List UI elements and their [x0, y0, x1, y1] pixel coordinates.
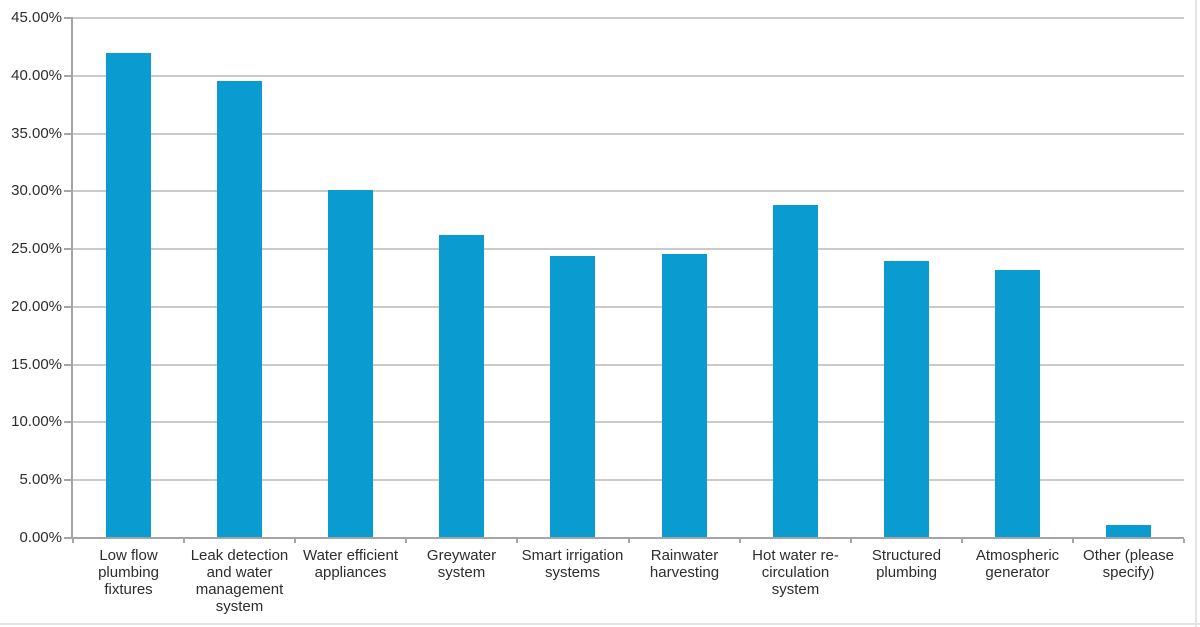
y-gridline — [73, 17, 1184, 19]
y-axis-tick — [64, 537, 71, 539]
y-axis-label: 25.00% — [11, 240, 62, 258]
x-axis-tick — [72, 539, 74, 543]
x-axis-tick — [1183, 539, 1185, 543]
y-gridline — [73, 190, 1184, 193]
y-axis-label: 20.00% — [11, 297, 62, 315]
y-axis-tick — [64, 305, 71, 308]
x-axis-tick — [850, 539, 852, 543]
x-axis-tick — [294, 539, 296, 543]
y-axis-tick — [64, 74, 71, 77]
bar — [1106, 525, 1151, 537]
bar — [662, 254, 707, 537]
y-axis-label: 10.00% — [11, 413, 62, 431]
y-gridline — [73, 74, 1184, 77]
x-axis-tick — [516, 539, 518, 543]
x-axis-label: Rainwater harvesting — [649, 547, 720, 581]
y-axis-label: 15.00% — [11, 355, 62, 373]
y-axis-label: 40.00% — [11, 66, 62, 84]
y-axis-tick — [64, 248, 71, 251]
x-axis-line — [71, 537, 1184, 539]
bar — [439, 235, 484, 537]
bar — [884, 261, 929, 537]
x-axis-label: Structured plumbing — [871, 547, 942, 581]
y-gridline — [73, 248, 1184, 251]
y-axis-tick — [64, 363, 71, 366]
bar — [995, 270, 1040, 537]
x-axis-label: Water efficient appliances — [302, 547, 399, 581]
page-edge — [1195, 0, 1197, 627]
x-axis-label: Other (please specify) — [1083, 547, 1174, 581]
x-axis-label: Smart irrigation systems — [521, 547, 624, 581]
x-axis-tick — [628, 539, 630, 543]
x-axis-tick — [739, 539, 741, 543]
x-axis-label: Low flow plumbing fixtures — [98, 547, 159, 598]
x-axis-tick — [961, 539, 963, 543]
y-axis-tick — [64, 421, 71, 424]
y-gridline — [73, 305, 1184, 308]
y-gridline — [73, 132, 1184, 135]
bar — [773, 205, 818, 537]
y-axis-tick — [64, 17, 71, 19]
x-axis-label: Hot water re-circulation system — [752, 547, 839, 598]
bar — [217, 81, 262, 537]
x-axis-label: Atmospheric generator — [975, 547, 1060, 581]
y-axis-label: 5.00% — [19, 471, 62, 489]
x-axis-tick — [405, 539, 407, 543]
y-gridline — [73, 421, 1184, 424]
y-axis-tick — [64, 132, 71, 135]
y-axis-label: 0.00% — [19, 529, 62, 546]
x-axis-tick — [1072, 539, 1074, 543]
y-axis-label: 30.00% — [11, 182, 62, 200]
x-axis-tick — [183, 539, 185, 543]
y-axis-label: 35.00% — [11, 124, 62, 142]
y-axis-tick — [64, 479, 71, 482]
y-gridline — [73, 479, 1184, 482]
x-axis-label: Greywater system — [426, 547, 497, 581]
y-axis-label: 45.00% — [11, 9, 62, 26]
bar — [550, 256, 595, 537]
bar — [106, 53, 151, 537]
x-axis-label: Leak detection and water management syst… — [190, 547, 289, 615]
y-axis-tick — [64, 190, 71, 193]
y-axis-line — [71, 17, 73, 539]
page-edge — [0, 623, 1200, 625]
bar — [328, 190, 373, 537]
y-gridline — [73, 363, 1184, 366]
